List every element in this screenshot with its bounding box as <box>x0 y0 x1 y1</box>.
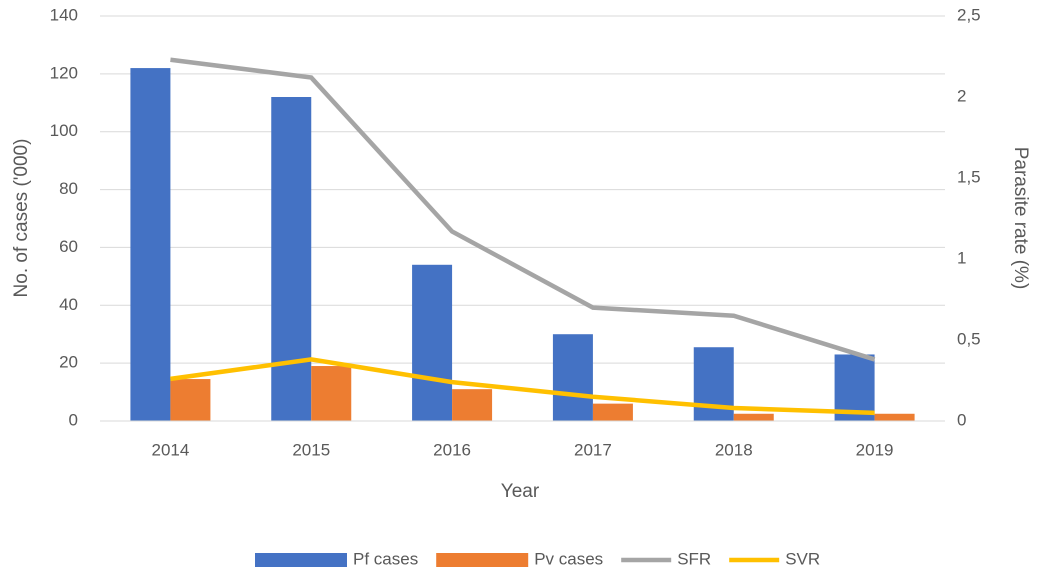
x-axis-title: Year <box>501 481 540 502</box>
legend-label: SFR <box>677 549 711 568</box>
y-tick-label: 100 <box>50 121 78 140</box>
y-tick-label: 140 <box>50 5 78 24</box>
x-tick-label: 2016 <box>433 440 471 459</box>
bar <box>452 389 493 421</box>
y2-tick-label: 1,5 <box>957 167 981 186</box>
bar <box>552 334 593 421</box>
y-tick-label: 40 <box>59 295 78 314</box>
legend-label: SVR <box>785 549 820 568</box>
y2-axis-title: Parasite rate (%) <box>1010 147 1031 290</box>
line-series <box>170 357 875 416</box>
y-tick-label: 60 <box>59 237 78 256</box>
bar <box>170 379 211 421</box>
x-tick-label: 2014 <box>152 440 190 459</box>
bar <box>733 413 774 421</box>
y-tick-label: 0 <box>69 410 78 429</box>
bar <box>130 68 171 422</box>
x-tick-label: 2018 <box>715 440 753 459</box>
y-tick-label: 20 <box>59 353 78 372</box>
y-axis-title: No. of cases ('000) <box>11 139 32 298</box>
y2-tick-label: 0,5 <box>957 329 981 348</box>
bar <box>592 403 633 421</box>
legend-swatch <box>255 553 347 567</box>
y2-tick-label: 1 <box>957 248 966 267</box>
y2-tick-label: 2,5 <box>957 5 981 24</box>
y2-tick-label: 0 <box>957 410 966 429</box>
bar <box>271 97 312 421</box>
bar <box>311 366 352 421</box>
legend-swatch <box>436 553 529 567</box>
legend-label: Pf cases <box>353 549 418 568</box>
x-tick-label: 2015 <box>292 440 330 459</box>
bar <box>874 413 915 421</box>
y-tick-label: 120 <box>50 63 78 82</box>
bar <box>693 347 734 421</box>
x-tick-label: 2017 <box>574 440 612 459</box>
y-tick-label: 80 <box>59 179 78 198</box>
bar <box>412 264 453 421</box>
x-tick-label: 2019 <box>856 440 894 459</box>
y2-tick-label: 2 <box>957 86 966 105</box>
line-series <box>170 57 876 362</box>
legend-label: Pv cases <box>534 549 603 568</box>
